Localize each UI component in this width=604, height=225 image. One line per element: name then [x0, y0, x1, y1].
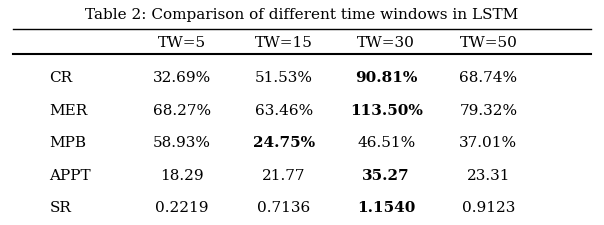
- Text: 0.2219: 0.2219: [155, 200, 208, 214]
- Text: 35.27: 35.27: [362, 168, 410, 182]
- Text: SR: SR: [50, 200, 71, 214]
- Text: MPB: MPB: [50, 135, 86, 149]
- Text: 23.31: 23.31: [467, 168, 510, 182]
- Text: 79.32%: 79.32%: [459, 103, 518, 117]
- Text: APPT: APPT: [50, 168, 91, 182]
- Text: 37.01%: 37.01%: [459, 135, 518, 149]
- Text: 51.53%: 51.53%: [255, 71, 313, 85]
- Text: 1.1540: 1.1540: [357, 200, 416, 214]
- Text: CR: CR: [50, 71, 72, 85]
- Text: 24.75%: 24.75%: [253, 135, 315, 149]
- Text: 18.29: 18.29: [160, 168, 204, 182]
- Text: 113.50%: 113.50%: [350, 103, 423, 117]
- Text: 68.27%: 68.27%: [153, 103, 211, 117]
- Text: 58.93%: 58.93%: [153, 135, 211, 149]
- Text: 0.7136: 0.7136: [257, 200, 310, 214]
- Text: TW=30: TW=30: [357, 36, 415, 50]
- Text: 0.9123: 0.9123: [461, 200, 515, 214]
- Text: TW=50: TW=50: [460, 36, 517, 50]
- Text: MER: MER: [50, 103, 88, 117]
- Text: 68.74%: 68.74%: [459, 71, 518, 85]
- Text: 46.51%: 46.51%: [357, 135, 416, 149]
- Text: TW=15: TW=15: [255, 36, 313, 50]
- Text: Table 2: Comparison of different time windows in LSTM: Table 2: Comparison of different time wi…: [85, 8, 519, 22]
- Text: 63.46%: 63.46%: [255, 103, 313, 117]
- Text: 32.69%: 32.69%: [153, 71, 211, 85]
- Text: 21.77: 21.77: [262, 168, 306, 182]
- Text: 90.81%: 90.81%: [355, 71, 417, 85]
- Text: TW=5: TW=5: [158, 36, 206, 50]
